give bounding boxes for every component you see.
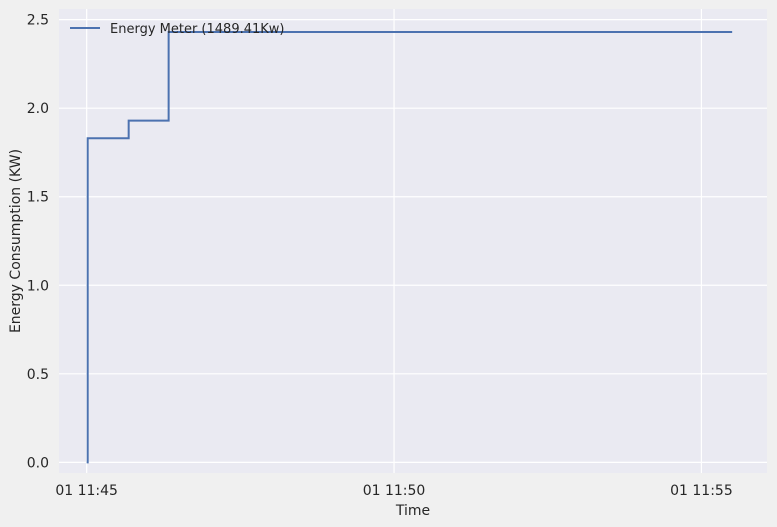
x-axis-title: Time [395, 503, 430, 519]
legend-label: Energy Meter (1489.41Kw) [110, 22, 285, 37]
y-tick-label: 0.5 [27, 367, 49, 383]
legend: Energy Meter (1489.41Kw) [70, 22, 285, 37]
series-layer [86, 31, 733, 464]
x-tick-label: 01 11:50 [363, 483, 426, 499]
y-tick-label: 2.5 [27, 13, 49, 29]
y-tick-label: 1.0 [27, 278, 49, 294]
grid-lines [59, 9, 767, 473]
x-tick-label: 01 11:55 [670, 483, 733, 499]
y-tick-label: 2.0 [27, 101, 49, 117]
y-axis-title: Energy Consumption (KW) [8, 149, 24, 333]
y-tick-label: 0.0 [27, 455, 49, 471]
plot-area [59, 9, 767, 473]
series-line [86, 31, 733, 464]
y-tick-label: 1.5 [27, 190, 49, 206]
x-tick-labels: 01 11:45 01 11:50 01 11:55 [55, 483, 732, 499]
x-tick-label: 01 11:45 [55, 483, 118, 499]
y-tick-labels: 0.0 0.5 1.0 1.5 2.0 2.5 [27, 13, 49, 472]
